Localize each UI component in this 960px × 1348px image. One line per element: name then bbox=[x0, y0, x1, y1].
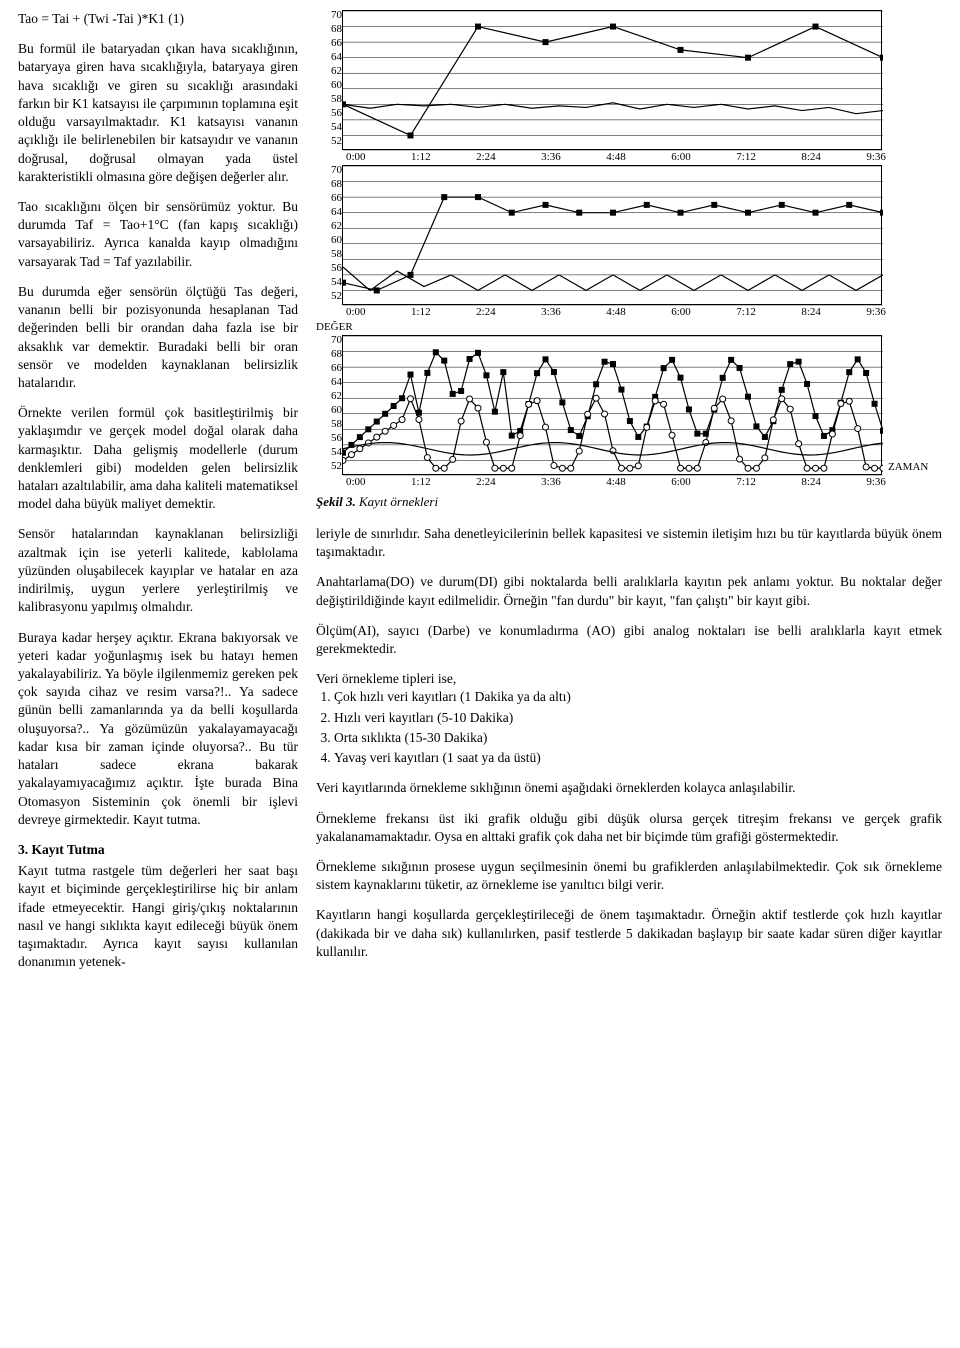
x-tick-label: 1:12 bbox=[411, 475, 431, 490]
sampling-list-item: Hızlı veri kayıtları (5-10 Dakika) bbox=[334, 709, 942, 727]
x-tick-label: 0:00 bbox=[346, 305, 366, 320]
x-tick-label: 4:48 bbox=[606, 475, 626, 490]
x-tick-label: 4:48 bbox=[606, 150, 626, 165]
p-left-3: Bu durumda eğer sensörün ölçtüğü Tas değ… bbox=[18, 283, 298, 392]
y-tick-label: 68 bbox=[316, 24, 342, 38]
y-tick-label: 56 bbox=[316, 433, 342, 447]
left-column: Tao = Tai + (Twi -Tai )*K1 (1) Bu formül… bbox=[18, 10, 298, 984]
y-tick-label: 62 bbox=[316, 221, 342, 235]
caption-rest: Kayıt örnekleri bbox=[356, 494, 438, 509]
x-tick-label: 7:12 bbox=[736, 475, 756, 490]
x-tick-label: 0:00 bbox=[346, 150, 366, 165]
y-tick-label: 52 bbox=[316, 136, 342, 150]
p-left-7: Kayıt tutma rastgele tüm değerleri her s… bbox=[18, 862, 298, 971]
y-axis-label: DEĞER bbox=[316, 320, 942, 335]
x-tick-label: 7:12 bbox=[736, 305, 756, 320]
chart-3 bbox=[342, 335, 882, 475]
y-tick-label: 60 bbox=[316, 405, 342, 419]
y-tick-label: 54 bbox=[316, 122, 342, 136]
x-tick-label: 2:24 bbox=[476, 305, 496, 320]
x-tick-label: 3:36 bbox=[541, 475, 561, 490]
x-tick-label: 8:24 bbox=[801, 305, 821, 320]
p-left-2: Tao sıcaklığını ölçen bir sensörümüz yok… bbox=[18, 198, 298, 271]
charts-block: 706866646260585654520:001:122:243:364:48… bbox=[316, 10, 942, 511]
x-tick-label: 9:36 bbox=[866, 305, 886, 320]
y-tick-label: 58 bbox=[316, 249, 342, 263]
list-intro: Veri örnekleme tipleri ise, bbox=[316, 670, 942, 688]
sampling-list: Çok hızlı veri kayıtları (1 Dakika ya da… bbox=[334, 688, 942, 767]
chart-caption: Şekil 3. Kayıt örnekleri bbox=[316, 493, 942, 511]
x-tick-label: 3:36 bbox=[541, 150, 561, 165]
y-tick-label: 62 bbox=[316, 66, 342, 80]
y-tick-label: 60 bbox=[316, 80, 342, 94]
p-left-4: Örnekte verilen formül çok basitleştiril… bbox=[18, 404, 298, 513]
x-tick-label: 6:00 bbox=[671, 475, 691, 490]
right-column: 706866646260585654520:001:122:243:364:48… bbox=[316, 10, 942, 984]
p-right-1: leriyle de sınırlıdır. Saha denetleyicil… bbox=[316, 525, 942, 561]
y-tick-label: 60 bbox=[316, 235, 342, 249]
y-tick-label: 66 bbox=[316, 38, 342, 52]
x-tick-label: 9:36 bbox=[866, 475, 886, 490]
chart-1 bbox=[342, 10, 882, 150]
x-axis-label: ZAMAN bbox=[888, 460, 928, 475]
y-tick-label: 68 bbox=[316, 349, 342, 363]
x-tick-label: 8:24 bbox=[801, 150, 821, 165]
y-tick-label: 52 bbox=[316, 461, 342, 475]
x-tick-label: 2:24 bbox=[476, 150, 496, 165]
y-tick-label: 64 bbox=[316, 207, 342, 221]
y-tick-label: 64 bbox=[316, 377, 342, 391]
section-title: 3. Kayıt Tutma bbox=[18, 841, 298, 859]
p-right-5: Örnekleme frekansı üst iki grafik olduğu… bbox=[316, 810, 942, 846]
y-tick-label: 58 bbox=[316, 419, 342, 433]
chart-2 bbox=[342, 165, 882, 305]
x-tick-label: 4:48 bbox=[606, 305, 626, 320]
y-tick-label: 70 bbox=[316, 10, 342, 24]
p-left-1: Bu formül ile bataryadan çıkan hava sıca… bbox=[18, 40, 298, 186]
x-tick-label: 1:12 bbox=[411, 150, 431, 165]
y-tick-label: 66 bbox=[316, 363, 342, 377]
p-right-7: Kayıtların hangi koşullarda gerçekleştir… bbox=[316, 906, 942, 961]
x-tick-label: 1:12 bbox=[411, 305, 431, 320]
x-tick-label: 3:36 bbox=[541, 305, 561, 320]
p-left-5: Sensör hatalarından kaynaklanan belirsiz… bbox=[18, 525, 298, 616]
formula: Tao = Tai + (Twi -Tai )*K1 (1) bbox=[18, 10, 298, 28]
y-tick-label: 64 bbox=[316, 52, 342, 66]
sampling-list-item: Orta sıklıkta (15-30 Dakika) bbox=[334, 729, 942, 747]
y-tick-label: 58 bbox=[316, 94, 342, 108]
p-right-4: Veri kayıtlarında örnekleme sıklığının ö… bbox=[316, 779, 942, 797]
x-tick-label: 6:00 bbox=[671, 150, 691, 165]
p-left-6: Buraya kadar herşey açıktır. Ekrana bakı… bbox=[18, 629, 298, 829]
y-tick-label: 62 bbox=[316, 391, 342, 405]
x-tick-label: 2:24 bbox=[476, 475, 496, 490]
x-tick-label: 9:36 bbox=[866, 150, 886, 165]
y-tick-label: 70 bbox=[316, 165, 342, 179]
p-right-2: Anahtarlama(DO) ve durum(DI) gibi noktal… bbox=[316, 573, 942, 609]
y-tick-label: 56 bbox=[316, 108, 342, 122]
caption-prefix: Şekil 3. bbox=[316, 494, 356, 509]
x-tick-label: 6:00 bbox=[671, 305, 691, 320]
y-tick-label: 70 bbox=[316, 335, 342, 349]
x-tick-label: 0:00 bbox=[346, 475, 366, 490]
p-right-3: Ölçüm(AI), sayıcı (Darbe) ve konumladırm… bbox=[316, 622, 942, 658]
y-tick-label: 54 bbox=[316, 277, 342, 291]
x-tick-label: 7:12 bbox=[736, 150, 756, 165]
y-tick-label: 56 bbox=[316, 263, 342, 277]
x-tick-label: 8:24 bbox=[801, 475, 821, 490]
sampling-list-item: Çok hızlı veri kayıtları (1 Dakika ya da… bbox=[334, 688, 942, 706]
p-right-6: Örnekleme sıkığının prosese uygun seçilm… bbox=[316, 858, 942, 894]
y-tick-label: 52 bbox=[316, 291, 342, 305]
y-tick-label: 68 bbox=[316, 179, 342, 193]
sampling-list-item: Yavaş veri kayıtları (1 saat ya da üstü) bbox=[334, 749, 942, 767]
y-tick-label: 66 bbox=[316, 193, 342, 207]
y-tick-label: 54 bbox=[316, 447, 342, 461]
